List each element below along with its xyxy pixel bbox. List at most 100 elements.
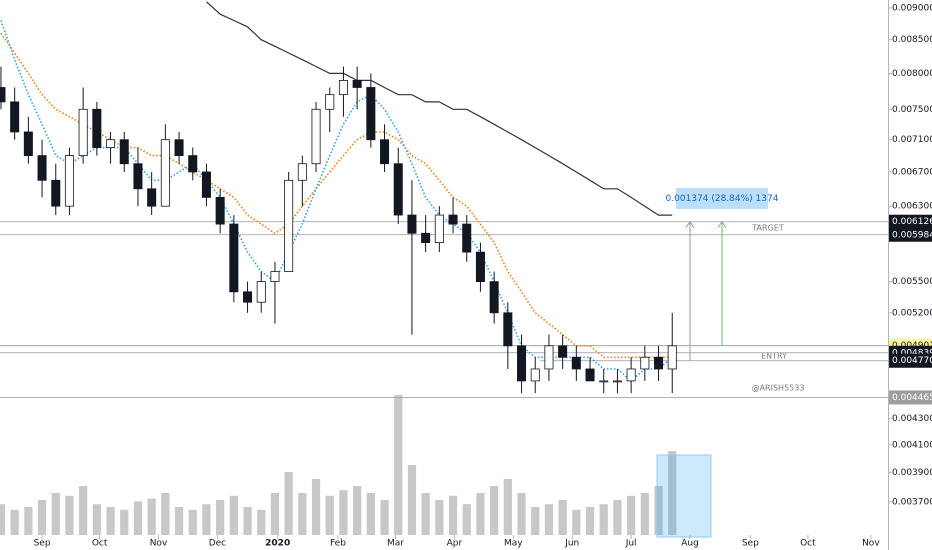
volume-bar: [353, 486, 362, 535]
volume-bar: [503, 479, 512, 535]
y-tick-label: 0.003900: [892, 468, 932, 478]
x-tick-label: Sep: [34, 539, 51, 549]
price-label-box: [889, 227, 932, 242]
price-label: 0.004770: [892, 356, 932, 366]
y-tick-label: 0.006700: [892, 167, 932, 177]
candle-body: [434, 214, 444, 244]
volume-bar: [599, 504, 608, 535]
candle-body: [366, 87, 376, 141]
volume-bar: [407, 465, 417, 535]
x-tick-label: Mar: [387, 539, 404, 549]
price-label-box: [889, 214, 932, 229]
volume-bar: [339, 490, 348, 535]
volume-bar: [585, 507, 595, 535]
volume-bar: [133, 501, 143, 535]
volume-bar: [668, 451, 677, 535]
candle-body: [37, 155, 47, 181]
volume-bar: [51, 493, 60, 535]
volume-bar: [435, 500, 444, 535]
candle-body: [393, 163, 403, 216]
volume-bar: [174, 507, 184, 535]
candle-body: [201, 171, 211, 198]
volume-bar: [517, 493, 526, 535]
volume-bar: [65, 495, 74, 535]
price-label: 0.005984: [892, 230, 932, 240]
x-tick-label: Oct: [92, 539, 108, 549]
gain-arrowhead: [717, 220, 727, 229]
candle-body: [78, 108, 88, 157]
volume-bar: [325, 495, 334, 535]
volume-highlight: [656, 454, 712, 538]
candle-body: [297, 163, 307, 181]
volume-bar: [270, 493, 280, 535]
y-tick-label: 0.005200: [892, 308, 932, 318]
volume-bar: [120, 509, 129, 535]
volume-bar: [216, 500, 225, 535]
candle-body: [654, 356, 664, 370]
volume-bar: [161, 493, 170, 535]
y-tick-label: 0.005500: [892, 277, 932, 287]
candle-body: [325, 94, 335, 110]
candle-body: [147, 188, 157, 207]
x-tick-label: Nov: [862, 539, 880, 549]
volume-bar: [37, 500, 47, 535]
volume-bar: [257, 509, 266, 535]
price-label-box: [889, 390, 932, 405]
volume-bar: [0, 504, 6, 535]
price-label-box: [889, 353, 932, 368]
volume-bar: [229, 495, 238, 535]
target-label: TARGET: [751, 224, 784, 233]
volume-bar: [366, 493, 375, 535]
volume-bar: [298, 493, 307, 535]
volume-bar: [613, 500, 622, 535]
candle-body: [626, 368, 636, 382]
price-label: 0.004465: [892, 393, 932, 403]
candle-body: [585, 368, 595, 382]
volume-bar: [24, 507, 33, 535]
candle-body: [599, 380, 609, 383]
volume-bar: [394, 395, 403, 535]
volume-bar: [531, 507, 540, 535]
candle-body: [352, 80, 362, 88]
candle-body: [284, 179, 294, 273]
volume-bar: [188, 509, 197, 535]
volume-bar: [147, 498, 156, 535]
candle-body: [160, 139, 170, 207]
candle-body: [338, 80, 348, 96]
x-tick-label: Sep: [742, 539, 759, 549]
candle-body: [119, 139, 129, 165]
candle-body: [106, 139, 116, 149]
moving-average: [0, 32, 673, 359]
volume-bar: [311, 479, 321, 535]
candle-body: [503, 312, 513, 347]
x-tick-label: Aug: [681, 539, 699, 549]
candle-body: [256, 281, 266, 303]
y-tick-label: 0.008500: [892, 35, 932, 45]
candle-body: [10, 101, 20, 133]
volume-bar: [558, 500, 567, 535]
candle-body: [23, 131, 33, 157]
x-tick-label: Jun: [564, 539, 579, 549]
volume-bar: [79, 486, 88, 535]
candle-body: [407, 214, 417, 234]
y-tick-label: 0.007500: [892, 105, 932, 115]
volume-bar: [380, 500, 389, 535]
volume-bar: [284, 472, 293, 535]
y-tick-label: 0.009000: [892, 3, 932, 13]
candle-body: [64, 155, 74, 207]
volume-bar: [640, 493, 649, 535]
x-tick-label: Jul: [625, 539, 637, 549]
candle-body: [462, 223, 472, 253]
candle-body: [188, 155, 198, 173]
price-label: 0.006126: [892, 217, 932, 227]
author-label: @ARISH5533: [752, 384, 805, 393]
candle-body: [530, 368, 540, 382]
candle-body: [421, 232, 431, 244]
candle-body: [229, 223, 239, 293]
moving-average: [206, 1, 673, 216]
volume-bar: [421, 493, 430, 535]
volume-bar: [202, 504, 211, 535]
y-tick-label: 0.006300: [892, 202, 932, 212]
volume-bar: [654, 486, 663, 535]
